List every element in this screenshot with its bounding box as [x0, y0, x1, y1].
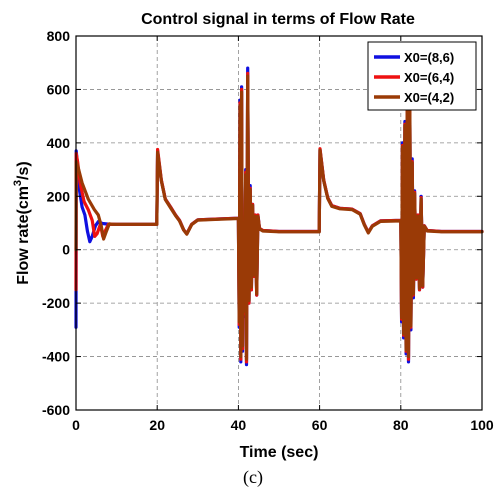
y-tick-label: 0 [62, 242, 70, 258]
y-axis-label-main: Flow rate(cm [15, 186, 32, 285]
legend: X0=(8,6) X0=(6,4) X0=(4,2) [367, 41, 477, 111]
x-tick-label: 40 [231, 417, 247, 433]
legend-label-1: X0=(8,6) [404, 50, 454, 65]
y-axis-label: Flow rate(cm3/s) [12, 161, 32, 284]
y-axis-label-tail: /s) [15, 161, 32, 180]
y-axis-label-superscript: 3 [12, 180, 24, 186]
series-layer [74, 66, 484, 367]
x-tick-label: 100 [470, 417, 494, 433]
figure-caption: (c) [243, 467, 263, 488]
x-tick-label: 0 [72, 417, 80, 433]
y-tick-label: 200 [47, 188, 71, 204]
y-tick-label: 800 [47, 28, 71, 44]
chart-title: Control signal in terms of Flow Rate [141, 11, 415, 28]
x-tick-label: 20 [149, 417, 165, 433]
y-tick-label: -400 [42, 349, 70, 365]
legend-label-2: X0=(6,4) [404, 70, 454, 85]
legend-label-3: X0=(4,2) [404, 90, 454, 105]
plot-frame [75, 35, 483, 411]
y-tick-label: 600 [47, 81, 71, 97]
y-tick-label: -200 [42, 295, 70, 311]
axis-ticks: 0 20 40 60 80 100 -600 -400 -200 0 200 400 600 800 [42, 28, 494, 433]
x-tick-label: 80 [393, 417, 409, 433]
x-axis-label: Time (sec) [240, 444, 319, 461]
series-line-3 [74, 74, 484, 361]
x-tick-label: 60 [312, 417, 328, 433]
y-tick-label: 400 [47, 135, 71, 151]
y-tick-label: -600 [42, 402, 70, 418]
